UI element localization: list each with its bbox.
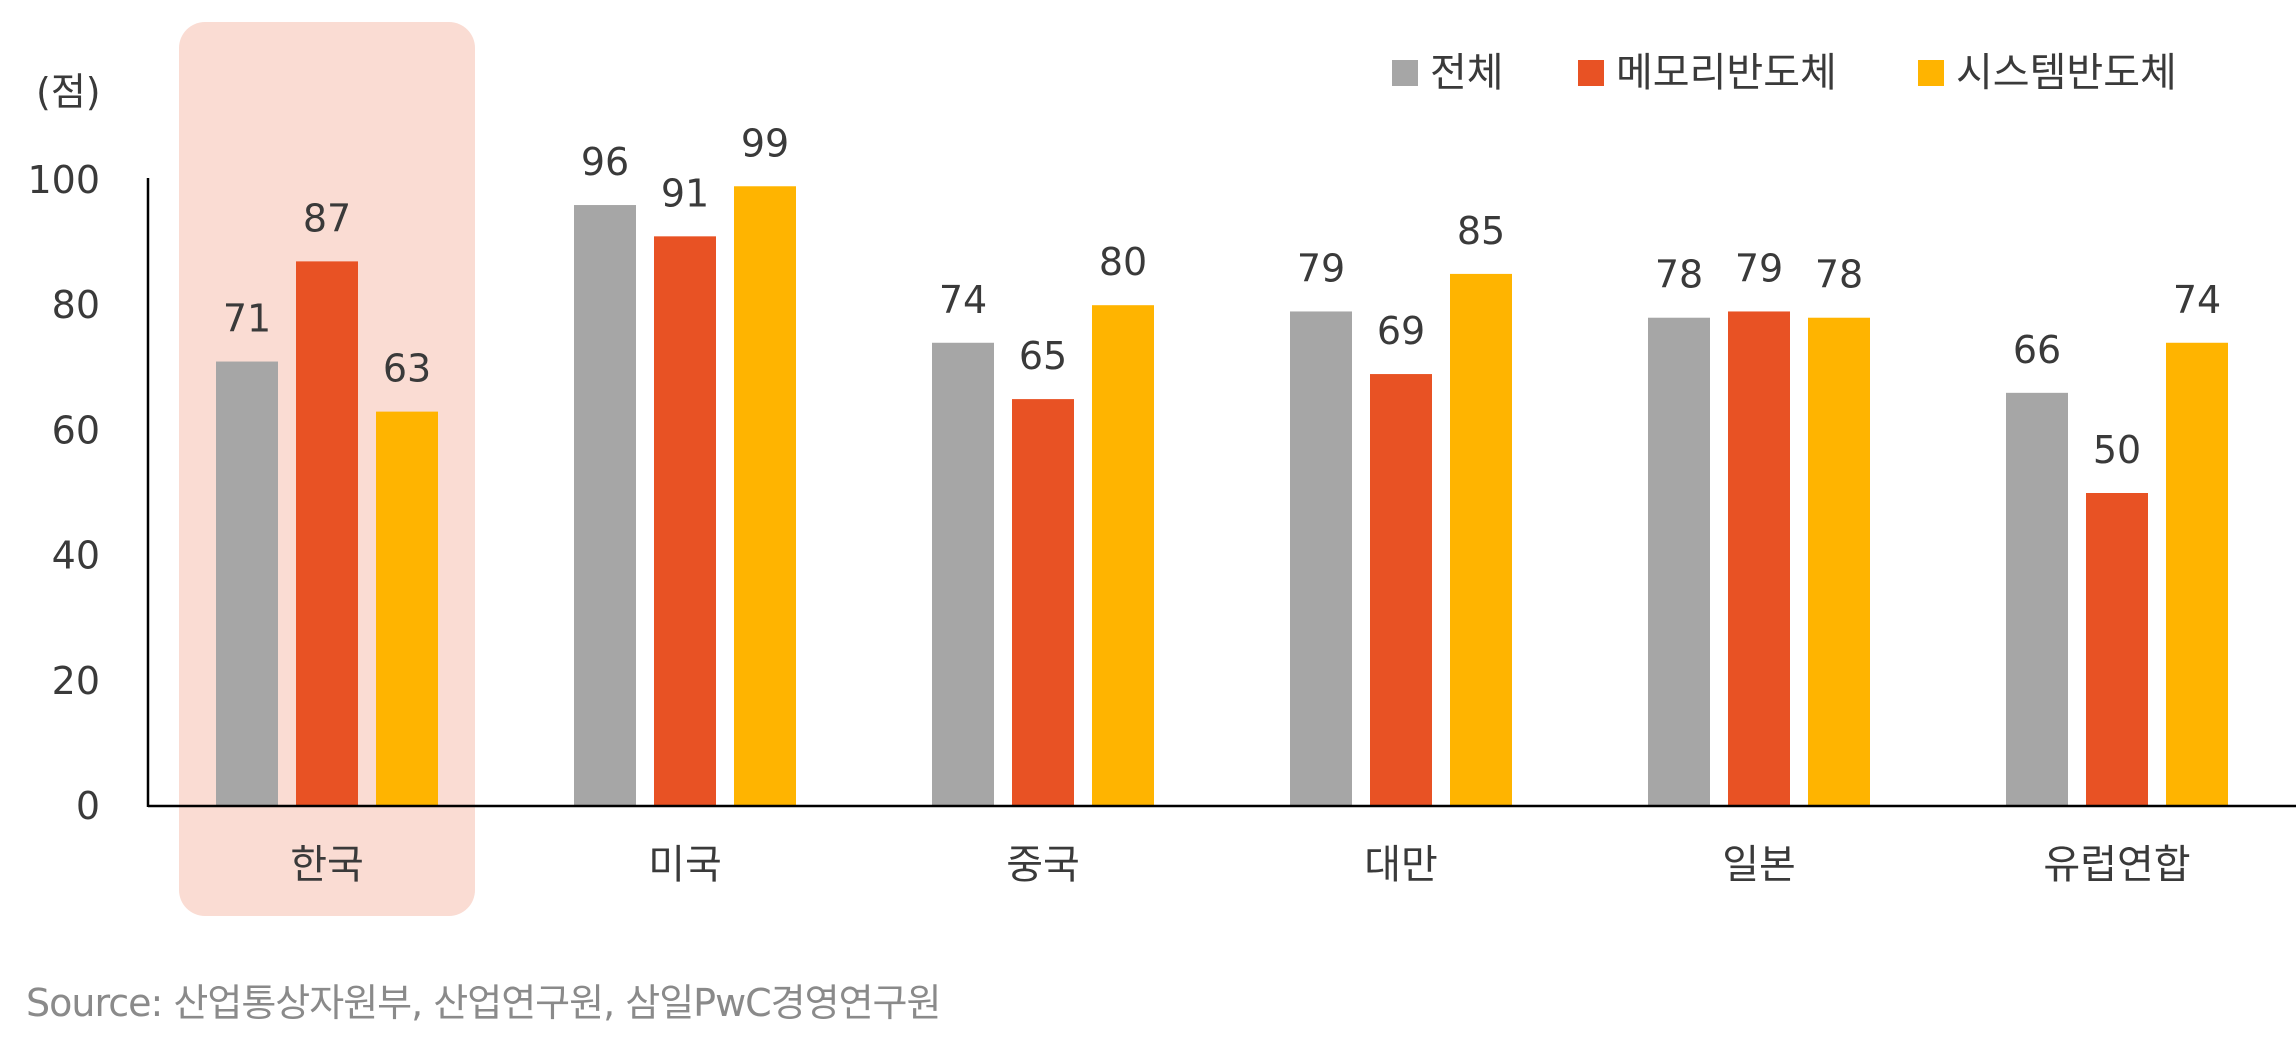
data-label: 66 — [2013, 328, 2061, 372]
data-label: 85 — [1457, 209, 1505, 253]
y-tick-label: 80 — [52, 283, 100, 327]
bar-1-2 — [574, 205, 636, 807]
source-note: Source: 산업통상자원부, 산업연구원, 삼일PwC경영연구원 — [26, 981, 941, 1025]
bar-3-1 — [376, 411, 438, 806]
data-label: 87 — [303, 196, 351, 240]
bar-1-1 — [216, 361, 278, 806]
category-label: 미국 — [648, 842, 722, 888]
category-label: 한국 — [290, 842, 364, 888]
data-label: 79 — [1735, 246, 1783, 290]
data-label: 80 — [1099, 240, 1147, 284]
bar-3-3 — [1092, 305, 1154, 806]
data-label: 78 — [1655, 253, 1703, 297]
y-tick-label: 100 — [27, 158, 100, 202]
bar-2-1 — [296, 261, 358, 806]
bar-2-2 — [654, 236, 716, 807]
bar-2-3 — [1012, 399, 1074, 806]
bar-1-4 — [1290, 311, 1352, 806]
bar-3-6 — [2166, 342, 2228, 806]
data-label: 50 — [2093, 428, 2141, 472]
unit-label: (점) — [36, 70, 101, 114]
data-label: 63 — [383, 347, 431, 391]
bar-1-3 — [932, 342, 994, 806]
data-label: 65 — [1019, 334, 1067, 378]
data-label: 78 — [1815, 253, 1863, 297]
bar-3-2 — [734, 186, 796, 806]
bar-1-6 — [2006, 392, 2068, 806]
data-label: 74 — [939, 278, 987, 322]
legend-label: 메모리반도체 — [1616, 50, 1837, 96]
legend-swatch — [1578, 60, 1604, 86]
bar-1-5 — [1648, 317, 1710, 806]
data-label: 79 — [1297, 246, 1345, 290]
data-label: 91 — [661, 171, 709, 215]
y-tick-label: 0 — [76, 784, 100, 828]
bar-2-4 — [1370, 374, 1432, 806]
legend-label: 전체 — [1430, 50, 1504, 96]
bar-2-6 — [2086, 493, 2148, 806]
bar-3-4 — [1450, 273, 1512, 806]
data-label: 69 — [1377, 309, 1425, 353]
legend-swatch — [1918, 60, 1944, 86]
legend-label: 시스템반도체 — [1956, 50, 2177, 96]
data-label: 74 — [2173, 278, 2221, 322]
category-label: 대만 — [1364, 842, 1438, 888]
data-label: 71 — [223, 297, 271, 341]
data-label: 96 — [581, 140, 629, 184]
data-label: 99 — [741, 121, 789, 165]
bar-3-5 — [1808, 317, 1870, 806]
category-label: 일본 — [1722, 842, 1796, 888]
y-tick-label: 20 — [52, 659, 100, 703]
legend-swatch — [1392, 60, 1418, 86]
y-tick-label: 60 — [52, 408, 100, 452]
category-label: 중국 — [1006, 842, 1080, 888]
bar-2-5 — [1728, 311, 1790, 806]
category-label: 유럽연합 — [2043, 842, 2190, 888]
y-tick-label: 40 — [52, 534, 100, 578]
